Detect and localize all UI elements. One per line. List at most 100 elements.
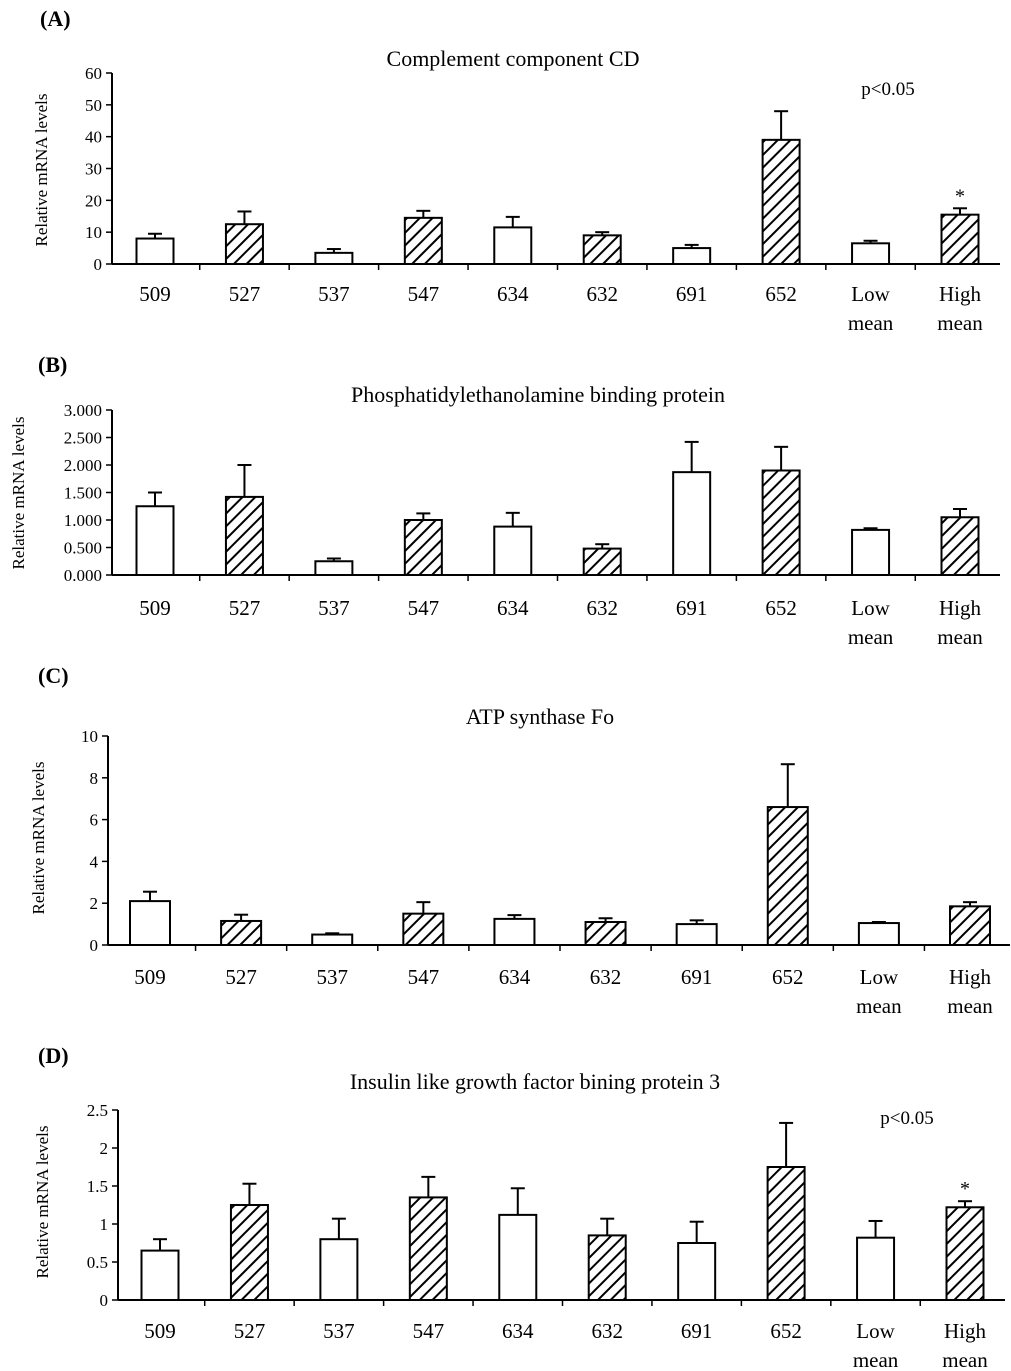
x-tick-label: mean xyxy=(856,994,902,1018)
bar xyxy=(311,933,354,946)
x-tick-label: 691 xyxy=(681,1319,713,1343)
plot-area: 0 0.5 1 1.5 2 2.5 509 527 537 547 634 632 691 652 Low m… xyxy=(87,1101,1005,1371)
y-tick-label: 0.500 xyxy=(64,539,102,558)
y-tick-label: 60 xyxy=(85,64,102,83)
bar xyxy=(220,919,263,947)
bar xyxy=(672,247,712,265)
y-axis-label: Relative mRNA levels xyxy=(29,762,48,915)
y-tick-label: 2 xyxy=(90,894,99,913)
x-tick-label: 547 xyxy=(408,965,440,989)
x-tick-label: 632 xyxy=(586,282,618,306)
y-axis-label: Relative mRNA levels xyxy=(33,1126,52,1279)
panel-label: (C) xyxy=(38,663,69,688)
panel-label: (A) xyxy=(40,6,71,31)
y-tick-label: 10 xyxy=(85,223,102,242)
bar xyxy=(761,138,801,266)
bar xyxy=(319,1238,359,1301)
chart-title: ATP synthase Fo xyxy=(466,704,614,729)
significance-marker: * xyxy=(960,1178,970,1200)
panel-c: (C) ATP synthase Fo Relative mRNA levels… xyxy=(29,663,1010,1018)
bar xyxy=(140,1249,180,1301)
panel-label: (B) xyxy=(38,352,67,377)
x-tick-label: 509 xyxy=(139,596,171,620)
bar xyxy=(766,1166,806,1301)
y-tick-label: 3.000 xyxy=(64,401,102,420)
y-tick-label: 1.000 xyxy=(64,511,102,530)
bar xyxy=(584,921,627,947)
bar xyxy=(940,213,980,266)
x-tick-label: mean xyxy=(947,994,993,1018)
annotation: p<0.05 xyxy=(880,1108,933,1129)
x-tick-label: Low xyxy=(851,282,890,306)
bar xyxy=(135,505,175,576)
x-tick-label: 632 xyxy=(591,1319,623,1343)
y-tick-label: 1.5 xyxy=(87,1177,108,1196)
x-tick-label: 547 xyxy=(413,1319,445,1343)
bar xyxy=(675,923,718,946)
y-tick-label: 0.5 xyxy=(87,1253,108,1272)
bar xyxy=(582,234,622,266)
x-tick-label: mean xyxy=(942,1348,988,1371)
y-tick-label: 2.500 xyxy=(64,429,102,448)
bar xyxy=(314,251,354,266)
x-tick-label: 509 xyxy=(139,282,171,306)
y-tick-label: 10 xyxy=(81,727,98,746)
y-tick-label: 8 xyxy=(90,769,99,788)
x-tick-label: 537 xyxy=(318,596,350,620)
bar xyxy=(587,1234,627,1302)
x-tick-label: Low xyxy=(856,1319,895,1343)
x-tick-label: High xyxy=(944,1319,987,1343)
x-tick-label: 634 xyxy=(497,596,529,620)
y-tick-label: 4 xyxy=(90,852,99,871)
bar xyxy=(129,900,171,946)
significance-marker: * xyxy=(955,185,965,207)
x-tick-label: 632 xyxy=(586,596,618,620)
panel-a: (A) Complement component CD p<0.05 Relat… xyxy=(32,6,1000,335)
bar xyxy=(403,519,443,576)
bar xyxy=(498,1213,538,1302)
y-tick-label: 0 xyxy=(90,936,99,955)
y-axis-label: Relative mRNA levels xyxy=(9,417,28,570)
y-tick-label: 40 xyxy=(85,128,102,147)
bar xyxy=(224,495,264,576)
x-tick-label: mean xyxy=(848,311,894,335)
bar xyxy=(761,469,801,576)
y-tick-label: 1 xyxy=(100,1215,109,1234)
panel-label: (D) xyxy=(38,1043,69,1068)
x-tick-label: 527 xyxy=(229,282,261,306)
bar xyxy=(945,1206,985,1302)
bar xyxy=(856,1236,896,1302)
chart-title: Phosphatidylethanolamine binding protein xyxy=(351,382,725,407)
plot-area: 0 2 4 6 8 10 509 527 537 547 634 632 691 652 Low mean Hi… xyxy=(81,727,1010,1018)
x-tick-label: mean xyxy=(848,625,894,649)
x-tick-label: High xyxy=(949,965,992,989)
panel-d: (D) Insulin like growth factor bining pr… xyxy=(33,1043,1005,1371)
bar xyxy=(672,471,712,576)
x-tick-label: mean xyxy=(937,625,983,649)
x-tick-label: 652 xyxy=(770,1319,802,1343)
bar xyxy=(314,560,354,576)
bar xyxy=(677,1242,717,1301)
x-tick-label: 547 xyxy=(408,596,440,620)
x-tick-label: mean xyxy=(853,1348,899,1371)
x-tick-label: 509 xyxy=(144,1319,176,1343)
x-tick-label: 537 xyxy=(323,1319,355,1343)
bar xyxy=(403,216,443,265)
x-tick-label: 537 xyxy=(316,965,348,989)
bar xyxy=(402,912,445,947)
bar xyxy=(493,917,536,946)
x-tick-label: High xyxy=(939,282,982,306)
y-tick-label: 20 xyxy=(85,191,102,210)
panel-b: (B) Phosphatidylethanolamine binding pro… xyxy=(9,352,1000,649)
bar xyxy=(851,242,891,265)
y-tick-label: 0 xyxy=(100,1291,109,1310)
y-tick-label: 0 xyxy=(94,255,103,274)
x-tick-label: Low xyxy=(851,596,890,620)
y-tick-label: 0.000 xyxy=(64,566,102,585)
y-tick-label: 30 xyxy=(85,160,102,179)
x-tick-label: Low xyxy=(860,965,899,989)
bar xyxy=(408,1196,448,1302)
x-tick-label: 537 xyxy=(318,282,350,306)
bar xyxy=(224,223,264,265)
